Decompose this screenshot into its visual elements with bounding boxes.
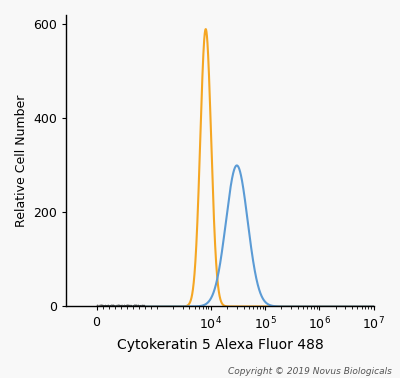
X-axis label: Cytokeratin 5 Alexa Fluor 488: Cytokeratin 5 Alexa Fluor 488	[117, 338, 323, 352]
Text: Copyright © 2019 Novus Biologicals: Copyright © 2019 Novus Biologicals	[228, 367, 392, 376]
Y-axis label: Relative Cell Number: Relative Cell Number	[15, 94, 28, 227]
